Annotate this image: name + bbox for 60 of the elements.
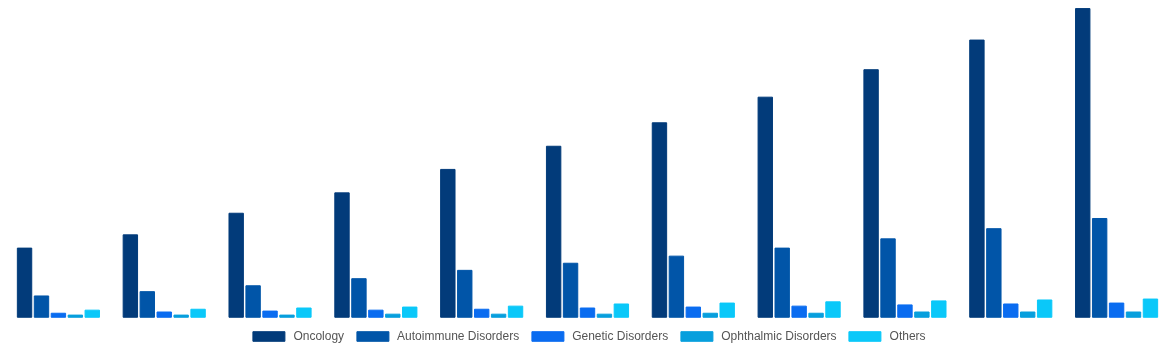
bar [1125,311,1142,318]
bar [440,168,456,318]
bar [651,122,668,318]
bar [50,312,67,318]
bar [334,192,350,318]
legend-label: Genetic Disorders [572,329,669,343]
bar [507,305,524,318]
bar [262,310,278,318]
bar [245,285,261,318]
bar [457,269,473,318]
bar [897,304,913,318]
bar [1036,299,1053,318]
legend-label: Others [889,329,926,343]
bar [122,234,139,318]
bar [33,295,50,318]
bar [368,309,384,318]
bar [1142,298,1159,318]
bar [84,309,100,318]
bar [702,312,718,318]
bar [986,228,1002,318]
bar [402,306,418,318]
bar [67,314,84,318]
bar [190,308,206,318]
bar [668,255,685,318]
bar [545,145,562,318]
bar [1020,311,1036,318]
bar [613,303,630,318]
bar [1075,8,1091,318]
bar [969,39,985,318]
bar [931,300,947,318]
bar [156,311,172,318]
bar [139,291,155,318]
bar [863,69,879,318]
bar [385,313,401,318]
bar [228,212,244,318]
bar [1003,303,1019,318]
bar [880,238,896,318]
bar [279,314,295,318]
bar [562,262,579,318]
bar [16,247,33,318]
legend-label: Autoimmune Disorders [397,329,520,343]
bar [825,301,841,318]
bar [685,306,702,318]
bar [914,311,930,318]
bar [719,302,735,318]
bar [473,308,490,318]
legend-label: Oncology [293,329,345,343]
legend-label: Ophthalmic Disorders [721,329,837,343]
bar [1108,302,1125,318]
bar [791,305,807,318]
bar [1091,217,1108,318]
bar [579,307,596,318]
bar [490,313,507,318]
bar [351,278,367,318]
bar [173,314,189,318]
bar [296,307,312,318]
bar [596,313,613,318]
bar [774,247,790,318]
bar [757,96,773,318]
bar [808,312,824,318]
